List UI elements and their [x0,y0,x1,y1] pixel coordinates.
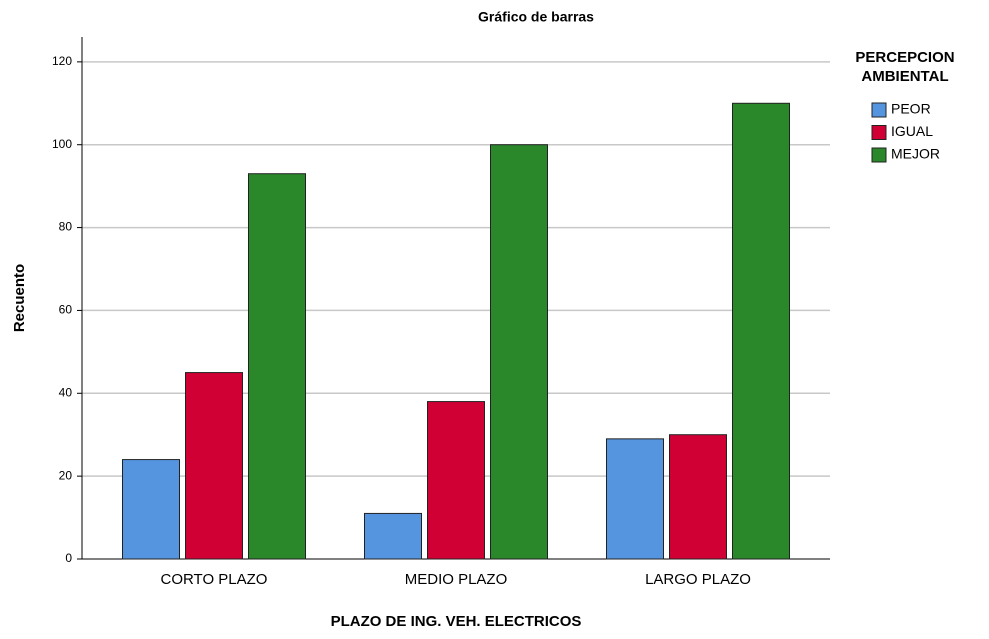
bar [490,144,548,560]
y-tick-label: 100 [52,137,72,151]
bar [185,372,243,560]
legend-swatch [871,147,887,163]
y-axis-title: Recuento [11,264,28,332]
legend-title: PERCEPCION [855,49,954,66]
chart-title: Gráfico de barras [478,9,594,25]
bar [364,512,422,560]
y-tick-label: 120 [52,54,72,68]
y-tick-label: 20 [59,468,73,482]
legend-label: MEJOR [891,146,940,162]
bar [248,173,306,560]
x-axis-title: PLAZO DE ING. VEH. ELECTRICOS [331,613,582,630]
legend-label: IGUAL [891,123,933,139]
y-tick-label: 0 [65,551,72,565]
legend-swatch [871,102,887,118]
bar [732,102,790,560]
y-tick-label: 40 [59,385,73,399]
legend-title: AMBIENTAL [861,68,948,85]
bar [669,434,727,560]
y-tick-label: 80 [59,220,73,234]
x-tick-label: LARGO PLAZO [645,571,751,588]
bar [606,438,664,560]
x-tick-label: CORTO PLAZO [161,571,268,588]
bar [122,459,180,560]
x-tick-label: MEDIO PLAZO [405,571,508,588]
legend-swatch [871,125,887,140]
legend-label: PEOR [891,101,931,117]
y-tick-label: 60 [59,303,73,317]
bar [427,401,485,560]
